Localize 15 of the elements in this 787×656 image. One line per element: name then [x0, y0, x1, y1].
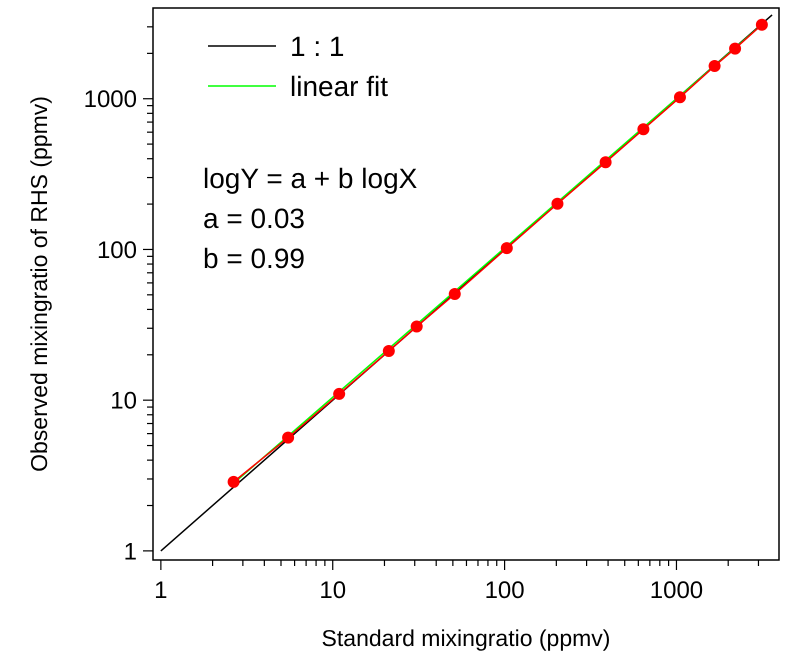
legend-label: linear fit — [290, 70, 388, 102]
legend-label: 1 : 1 — [290, 30, 344, 62]
annotation: b = 0.99 — [203, 242, 305, 274]
x-tick-label: 1 — [154, 577, 168, 604]
annotation: logY = a + b logX — [203, 162, 418, 194]
y-tick-label: 1000 — [84, 86, 137, 114]
y-tick-label: 100 — [96, 236, 137, 264]
x-tick-label: 1000 — [650, 577, 704, 604]
y-tick-label: 10 — [110, 388, 137, 415]
y-axis-title: Observed mixingratio of RHS (ppmv) — [26, 96, 52, 472]
x-tick-label: 10 — [319, 577, 346, 604]
annotation: a = 0.03 — [203, 202, 305, 234]
y-tick-label: 1 — [124, 538, 137, 566]
x-tick-label: 100 — [484, 577, 525, 604]
x-axis-title: Standard mixingratio (ppmv) — [322, 625, 610, 651]
